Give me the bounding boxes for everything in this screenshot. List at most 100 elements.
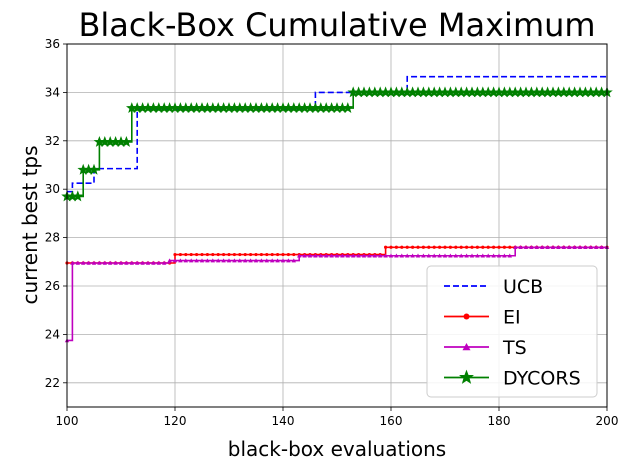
series-marker xyxy=(129,260,134,265)
series-marker xyxy=(567,245,572,250)
series-marker xyxy=(184,252,188,257)
series-marker xyxy=(265,252,269,257)
series-markers xyxy=(64,245,610,343)
series-marker xyxy=(167,258,172,263)
series-marker xyxy=(183,258,188,263)
series-marker xyxy=(550,245,556,250)
series-marker xyxy=(275,258,280,263)
series-marker xyxy=(443,245,447,249)
series-marker xyxy=(286,252,290,257)
series-marker xyxy=(572,245,577,250)
series-marker xyxy=(253,258,259,263)
series-marker xyxy=(465,245,469,249)
legend-box xyxy=(426,265,598,398)
series-marker xyxy=(232,252,236,257)
series-marker xyxy=(259,258,264,263)
x-tick-label: 120 xyxy=(164,414,187,428)
series-marker xyxy=(351,253,356,258)
series-marker xyxy=(486,253,491,258)
chart-title: Black-Box Cumulative Maximum xyxy=(78,6,595,44)
series-marker xyxy=(334,253,340,258)
series-marker xyxy=(249,252,253,257)
series-marker xyxy=(227,252,231,257)
series-marker xyxy=(270,252,274,257)
series-marker xyxy=(102,260,107,265)
legend-entry-dycors: DYCORS xyxy=(444,368,581,390)
series-marker xyxy=(81,260,86,265)
series-marker xyxy=(383,253,388,258)
series-marker xyxy=(453,253,458,258)
y-tick-label: 32 xyxy=(45,134,60,148)
series-marker xyxy=(324,253,329,258)
series-marker xyxy=(421,245,425,249)
series-marker xyxy=(588,245,593,250)
series-marker xyxy=(216,258,221,263)
series-marker xyxy=(173,252,177,257)
series-marker xyxy=(232,258,237,263)
x-tick-label: 100 xyxy=(56,414,79,428)
y-tick-label: 22 xyxy=(45,376,60,390)
series-marker xyxy=(292,252,296,257)
series-marker xyxy=(216,252,220,257)
series-marker xyxy=(356,253,361,258)
series-marker xyxy=(432,245,436,249)
series-marker xyxy=(200,252,204,257)
series-marker xyxy=(189,258,194,263)
series-marker xyxy=(454,245,458,249)
series-marker xyxy=(475,245,479,249)
series-marker xyxy=(313,253,318,258)
series-marker xyxy=(276,252,280,257)
x-tick-label: 200 xyxy=(596,414,619,428)
series-marker xyxy=(556,245,561,250)
series-marker xyxy=(518,245,523,250)
legend-label: UCB xyxy=(503,276,543,298)
series-marker xyxy=(388,253,394,258)
series-marker xyxy=(205,258,210,263)
series-marker xyxy=(394,245,398,249)
series-marker xyxy=(329,253,334,258)
series-marker xyxy=(540,245,545,250)
series-marker xyxy=(237,258,242,263)
series-marker xyxy=(72,190,84,202)
series-marker xyxy=(459,369,474,384)
series-marker xyxy=(361,253,367,258)
series-marker xyxy=(199,258,205,263)
series-ts xyxy=(64,245,610,343)
legend-entry-ei: EI xyxy=(444,307,521,329)
series-marker xyxy=(410,253,415,258)
series-marker xyxy=(302,253,307,258)
series-marker xyxy=(88,163,100,175)
series-marker xyxy=(259,252,263,257)
series-marker xyxy=(238,252,242,257)
series-marker xyxy=(426,253,431,258)
series-marker xyxy=(345,253,350,258)
series-marker xyxy=(599,245,604,250)
series-marker xyxy=(432,253,437,258)
series-marker xyxy=(210,258,215,263)
x-tick-label: 160 xyxy=(380,414,403,428)
series-marker xyxy=(281,252,285,257)
y-tick-label: 34 xyxy=(45,85,60,99)
series-marker xyxy=(415,253,421,258)
series-marker xyxy=(205,252,209,257)
series-marker xyxy=(438,245,442,249)
series-marker xyxy=(221,258,226,263)
series-marker xyxy=(427,245,431,249)
series-marker xyxy=(113,260,118,265)
series-marker xyxy=(91,260,97,265)
series-marker xyxy=(486,245,490,249)
series-marker xyxy=(145,260,151,265)
series-marker xyxy=(140,260,145,265)
series-marker xyxy=(194,258,199,263)
series-marker xyxy=(178,258,183,263)
series-marker xyxy=(492,245,496,249)
series-marker xyxy=(264,258,269,263)
y-tick-label: 36 xyxy=(45,37,60,51)
x-axis-label: black-box evaluations xyxy=(228,437,446,461)
series-marker xyxy=(286,258,291,263)
series-marker xyxy=(507,253,512,258)
series-marker xyxy=(459,245,463,249)
series-marker xyxy=(318,253,323,258)
axis-ticks: 100 120 140 160 180 200 22 24 26 28 30 32 34 36 xyxy=(45,37,619,428)
